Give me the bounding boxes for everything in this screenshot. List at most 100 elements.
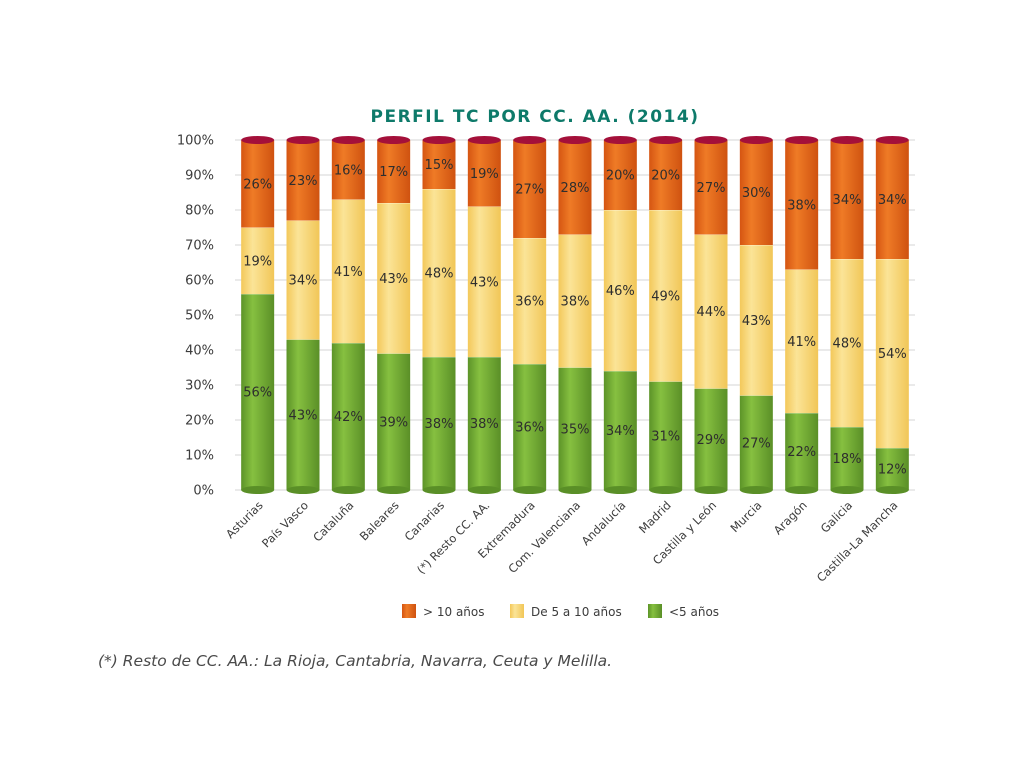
bar-segment-under-5 [467,357,501,490]
segment-value-label: 38% [470,417,499,432]
segment-value-label: 41% [334,265,363,280]
bars [241,136,909,494]
legend-swatch-5-to-10 [510,604,524,618]
y-tick-label: 70% [185,239,214,254]
segment-value-label: 28% [561,181,590,196]
bar-segment-5-to-10 [785,269,819,413]
segment-value-label: 17% [379,165,408,180]
category-label: Baleares [357,498,402,543]
category-label: País Vasco [259,498,311,550]
bar-top-cap [467,136,501,144]
bar-segment-5-to-10 [558,234,592,368]
bar-top-cap [649,136,683,144]
segment-value-label: 35% [561,422,590,437]
bar-segment-5-to-10 [739,245,773,396]
y-tick-label: 30% [185,379,214,394]
legend-label: <5 años [669,605,719,619]
segment-value-label: 30% [742,186,771,201]
category-label: Asturias [223,498,266,541]
bar-segment-5-to-10 [875,259,909,448]
bar-top-cap [513,136,547,144]
legend: > 10 años De 5 a 10 años <5 años [402,604,719,619]
segment-value-label: 22% [787,445,816,460]
segment-value-label: 31% [651,429,680,444]
category-label: Canarias [402,498,448,544]
bar-segment-over-10 [558,140,592,235]
bar-segment-5-to-10 [603,210,637,371]
bar-top-cap [286,136,320,144]
bar-top-cap [694,136,728,144]
segment-value-label: 34% [606,424,635,439]
bar-segment-under-5 [286,339,320,490]
y-tick-label: 10% [185,449,214,464]
y-axis-ticks: 0% 10% 20% 30% 40% 50% 60% 70% 80% 90% 100% [177,134,214,499]
segment-value-label: 43% [470,275,499,290]
segment-value-label: 19% [470,167,499,182]
category-label: Galicia [818,498,855,535]
bar-base-cap [785,486,819,494]
bar-segment-under-5 [875,448,909,490]
category-label: Andalucía [579,498,629,548]
segment-value-label: 34% [833,193,862,208]
segment-value-label: 49% [651,289,680,304]
bar-top-cap [422,136,456,144]
legend-swatch-over-10 [402,604,416,618]
segment-value-label: 38% [787,198,816,213]
segment-value-label: 23% [289,174,318,189]
bar-segment-5-to-10 [513,238,547,364]
bar-top-cap [377,136,411,144]
segment-value-label: 18% [833,452,862,467]
bar-segment-over-10 [694,140,728,235]
bar-segment-5-to-10 [694,234,728,389]
segment-value-label: 19% [243,254,272,269]
bar-base-cap [467,486,501,494]
bar-segment-under-5 [558,367,592,490]
category-label: Cataluña [310,498,356,544]
bar-segment-under-5 [513,364,547,490]
segment-value-label: 56% [243,386,272,401]
segment-value-label: 36% [515,421,544,436]
bar-base-cap [830,486,864,494]
segment-value-label: 34% [878,193,907,208]
segment-value-label: 20% [606,169,635,184]
segment-value-label: 43% [379,272,408,287]
bar-top-cap [331,136,365,144]
bar-segment-over-10 [331,140,365,200]
bar-segment-under-5 [739,395,773,490]
bar-segment-5-to-10 [467,206,501,357]
bar-top-cap [603,136,637,144]
bar-segment-5-to-10 [331,199,365,343]
segment-value-label: 54% [878,347,907,362]
bar-top-cap [739,136,773,144]
bar-segment-over-10 [649,140,683,210]
bar-segment-over-10 [785,140,819,270]
bar-segment-over-10 [513,140,547,238]
bar-segment-over-10 [739,140,773,245]
bar-segment-over-10 [467,140,501,207]
bar-segment-under-5 [830,427,864,490]
segment-value-label: 39% [379,415,408,430]
segment-value-label: 27% [515,183,544,198]
bar-segment-over-10 [377,140,411,203]
bar-segment-under-5 [377,353,411,490]
bar-segment-5-to-10 [830,259,864,427]
segment-value-label: 46% [606,284,635,299]
segment-value-label: 27% [697,181,726,196]
category-label: Murcia [727,498,764,535]
legend-label: De 5 a 10 años [531,605,622,619]
bar-segment-over-10 [422,140,456,189]
bar-base-cap [558,486,592,494]
segment-value-label: 15% [425,158,454,173]
bar-segment-over-10 [603,140,637,210]
bar-segment-under-5 [331,343,365,490]
bar-segment-5-to-10 [422,189,456,357]
y-tick-label: 20% [185,414,214,429]
y-tick-label: 40% [185,344,214,359]
category-label: Aragón [771,498,810,537]
bar-base-cap [331,486,365,494]
bar-segment-under-5 [422,357,456,490]
footnote: (*) Resto de CC. AA.: La Rioja, Cantabri… [98,652,613,670]
y-tick-label: 50% [185,309,214,324]
category-label: Madrid [636,498,674,536]
